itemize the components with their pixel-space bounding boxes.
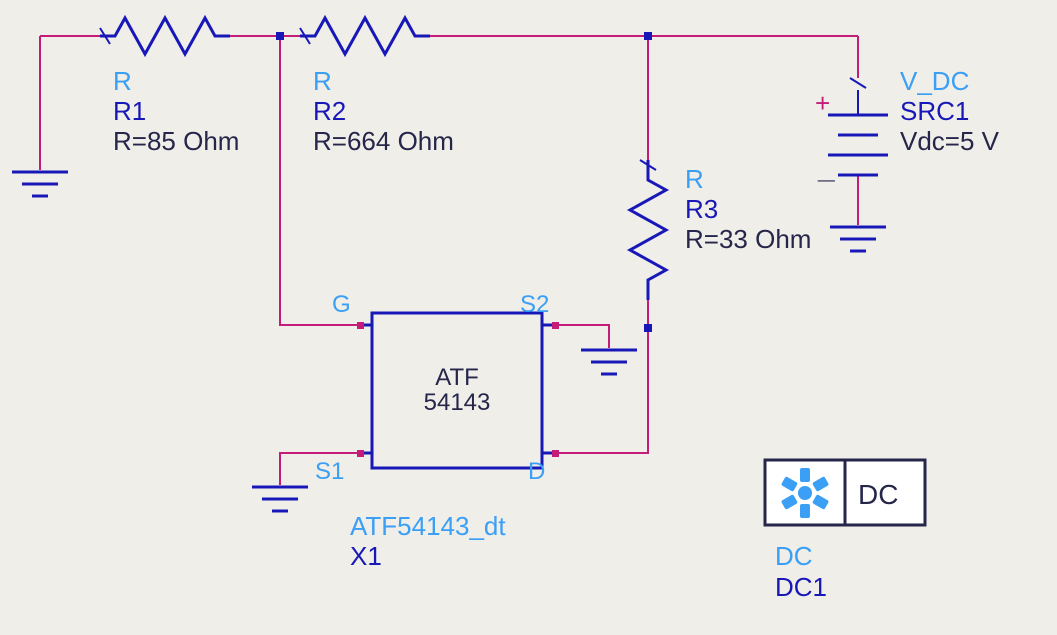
dc-sim-block[interactable]: DC DC DC1 <box>765 460 925 602</box>
sim-name-label: DC1 <box>775 572 827 602</box>
node <box>644 32 652 40</box>
source-type-label: V_DC <box>900 66 969 96</box>
chip-inst-label: X1 <box>350 541 382 571</box>
wire <box>555 300 648 453</box>
source-plus: + <box>815 88 830 118</box>
r1-value-label: R=85 Ohm <box>113 126 239 156</box>
source-name-label: SRC1 <box>900 96 969 126</box>
chip-label-1: ATF <box>435 364 479 391</box>
ground-source <box>830 227 886 251</box>
sim-type-label: DC <box>775 541 813 571</box>
pin-s2-label: S2 <box>520 291 549 318</box>
r1-name-label: R1 <box>113 96 146 126</box>
sim-box-label: DC <box>858 479 898 510</box>
r3-value-label: R=33 Ohm <box>685 224 811 254</box>
pin-g-label: G <box>332 291 351 318</box>
r1-type-label: R <box>113 66 132 96</box>
chip-model-label: ATF54143_dt <box>350 511 506 541</box>
r2-type-label: R <box>313 66 332 96</box>
r2-value-label: R=664 Ohm <box>313 126 454 156</box>
r2-name-label: R2 <box>313 96 346 126</box>
dc-source[interactable]: + _ V_DC SRC1 Vdc=5 V <box>815 66 1000 185</box>
schematic-canvas: R R1 R=85 Ohm R R2 R=664 Ohm R R3 R=33 O… <box>0 0 1057 635</box>
resistor-r2[interactable]: R R2 R=664 Ohm <box>300 18 454 156</box>
r3-type-label: R <box>685 164 704 194</box>
chip-label-2: 54143 <box>424 389 491 416</box>
node <box>276 32 284 40</box>
node <box>644 324 652 332</box>
r3-name-label: R3 <box>685 194 718 224</box>
wire <box>555 325 609 348</box>
pin-d-label: D <box>528 458 545 485</box>
chip-atf54143[interactable]: ATF 54143 G S2 S1 D ATF54143_dt X1 <box>315 291 559 571</box>
ground-s2 <box>581 350 637 374</box>
ground-left <box>12 172 68 196</box>
source-value-label: Vdc=5 V <box>900 126 1000 156</box>
pin-s1-label: S1 <box>315 458 344 485</box>
resistor-r1[interactable]: R R1 R=85 Ohm <box>100 18 239 156</box>
ground-s1 <box>252 487 308 511</box>
source-minus: _ <box>817 152 835 185</box>
resistor-r3[interactable]: R R3 R=33 Ohm <box>630 160 811 300</box>
